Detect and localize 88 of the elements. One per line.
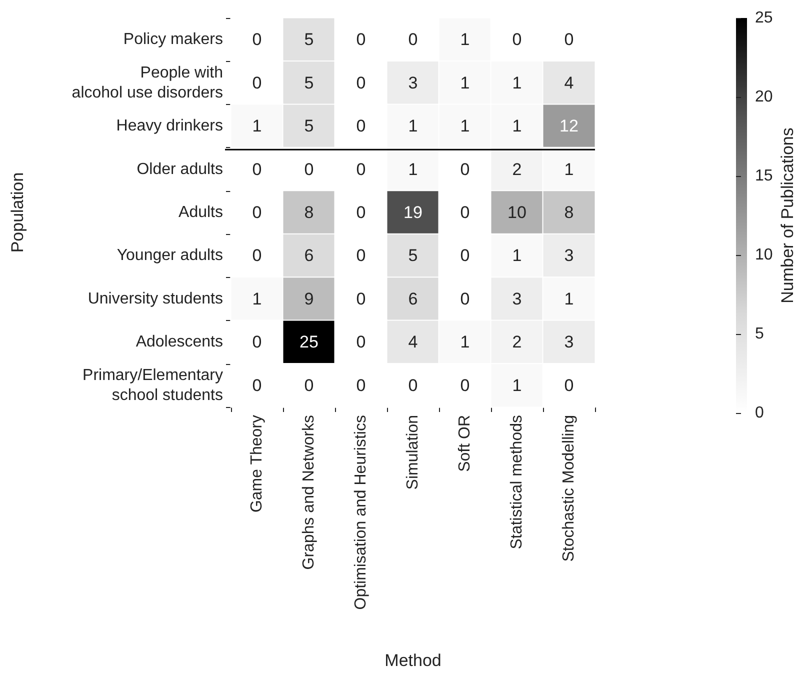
data-label: 6 bbox=[408, 289, 418, 308]
y-tick-label: Policy makers bbox=[123, 31, 223, 48]
data-label: 1 bbox=[408, 116, 418, 136]
data-label: 4 bbox=[408, 332, 418, 352]
data-label: 3 bbox=[512, 289, 522, 308]
data-label: 0 bbox=[460, 246, 470, 266]
y-tick-label: Younger adults bbox=[116, 247, 223, 264]
data-label: 1 bbox=[512, 376, 522, 395]
x-axis-title: Method bbox=[384, 651, 442, 670]
y-tick-label: University students bbox=[88, 290, 223, 308]
color-bar-label: 25 bbox=[755, 10, 773, 26]
data-label: 1 bbox=[460, 116, 470, 136]
data-label: 0 bbox=[252, 246, 262, 266]
data-label: 0 bbox=[252, 203, 262, 222]
data-label: 0 bbox=[304, 160, 314, 179]
data-label: 10 bbox=[508, 203, 526, 222]
color-bar-label: 0 bbox=[755, 404, 764, 422]
data-label: 0 bbox=[252, 160, 262, 179]
data-label: 0 bbox=[356, 332, 366, 352]
data-label: 1 bbox=[564, 289, 574, 308]
color-bar-label: 10 bbox=[755, 246, 773, 264]
data-label: 2 bbox=[512, 160, 522, 179]
data-label: 1 bbox=[564, 160, 574, 179]
y-tick-label: Adolescents bbox=[136, 334, 223, 351]
color-bar-label: 20 bbox=[755, 88, 773, 106]
color-bar-label: 5 bbox=[755, 326, 764, 342]
data-label: 0 bbox=[356, 30, 366, 50]
data-label: 1 bbox=[460, 73, 470, 92]
y-axis-title: Population bbox=[8, 172, 27, 253]
data-label: 5 bbox=[304, 116, 314, 136]
data-label: 5 bbox=[304, 73, 314, 92]
data-label: 3 bbox=[564, 246, 574, 266]
data-label: 1 bbox=[512, 73, 522, 92]
y-tick-label: Primary/Elementary school students bbox=[82, 366, 223, 404]
data-label: 0 bbox=[304, 376, 314, 395]
y-tick-label: Adults bbox=[178, 204, 223, 221]
data-label: 1 bbox=[460, 30, 470, 50]
x-tick-label: Statistical methods bbox=[508, 415, 526, 550]
data-label: 8 bbox=[304, 203, 314, 222]
data-label: 1 bbox=[408, 160, 418, 179]
data-label: 0 bbox=[356, 246, 366, 266]
data-label: 1 bbox=[460, 332, 470, 352]
data-label: 6 bbox=[304, 246, 314, 266]
data-label: 5 bbox=[304, 30, 314, 50]
color-bar-title: Number of Publications bbox=[778, 128, 797, 304]
data-label: 19 bbox=[404, 203, 422, 222]
data-label: 0 bbox=[460, 203, 470, 222]
data-label: 4 bbox=[564, 73, 574, 92]
data-label: 0 bbox=[356, 160, 366, 179]
data-label: 0 bbox=[356, 116, 366, 136]
data-label: 0 bbox=[460, 376, 470, 395]
x-tick-label: Game Theory bbox=[248, 415, 266, 513]
y-tick-label: People with alcohol use disorders bbox=[72, 64, 223, 102]
y-tick-label: Heavy drinkers bbox=[116, 118, 223, 135]
x-tick-label: Stochastic Modelling bbox=[560, 415, 578, 562]
data-label: 3 bbox=[408, 73, 418, 92]
data-label: 0 bbox=[460, 160, 470, 179]
data-label: 0 bbox=[356, 289, 366, 308]
data-label: 9 bbox=[304, 289, 314, 308]
data-label: 0 bbox=[252, 30, 262, 50]
data-label: 1 bbox=[252, 289, 262, 308]
data-label: 0 bbox=[460, 289, 470, 308]
data-label: 0 bbox=[512, 30, 522, 50]
data-label: 0 bbox=[564, 30, 574, 50]
data-label: 0 bbox=[252, 73, 262, 92]
data-label: 1 bbox=[512, 116, 522, 136]
x-tick-label: Soft OR bbox=[456, 415, 474, 472]
data-label: 25 bbox=[300, 332, 318, 352]
data-label: 0 bbox=[408, 376, 418, 395]
data-label: 12 bbox=[560, 116, 578, 136]
data-label: 2 bbox=[512, 332, 522, 352]
data-label: 0 bbox=[252, 332, 262, 352]
y-tick-label: Older adults bbox=[136, 160, 223, 178]
data-label: 0 bbox=[408, 30, 418, 50]
data-label: 0 bbox=[564, 376, 574, 395]
data-label: 1 bbox=[252, 116, 262, 136]
data-label: 0 bbox=[356, 376, 366, 395]
x-tick-label: Graphs and Networks bbox=[300, 415, 318, 570]
data-label: 8 bbox=[564, 203, 574, 222]
data-label: 1 bbox=[512, 246, 522, 266]
data-label: 0 bbox=[252, 376, 262, 395]
x-tick-label: Simulation bbox=[404, 415, 422, 490]
x-tick-label: Optimisation and Heuristics bbox=[352, 415, 370, 610]
data-label: 5 bbox=[408, 246, 418, 266]
data-label: 0 bbox=[356, 73, 366, 92]
data-label: 0 bbox=[356, 203, 366, 222]
color-bar-label: 15 bbox=[755, 168, 773, 184]
data-label: 3 bbox=[564, 332, 574, 352]
